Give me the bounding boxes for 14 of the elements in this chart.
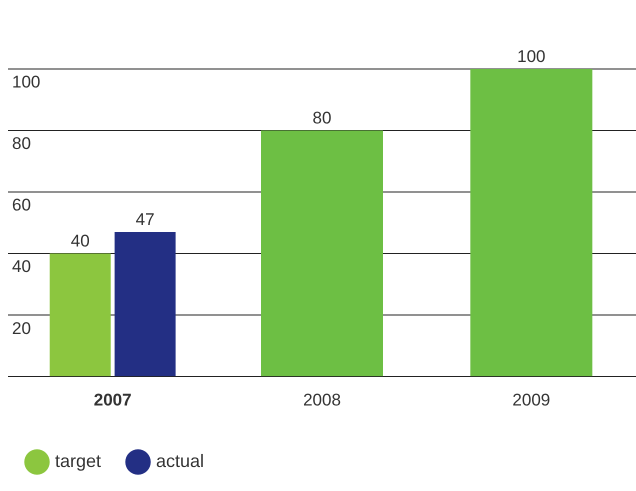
data-label: 40 bbox=[70, 232, 90, 251]
legend-label: actual bbox=[156, 450, 204, 471]
x-tick-label: 2009 bbox=[512, 390, 550, 410]
y-tick-label: 100 bbox=[12, 72, 40, 92]
y-tick-label: 40 bbox=[12, 257, 31, 276]
x-tick-label: 2007 bbox=[94, 390, 132, 410]
y-tick-label: 20 bbox=[12, 318, 31, 338]
legend-label: target bbox=[55, 450, 102, 471]
data-label: 100 bbox=[517, 47, 546, 66]
data-label: 47 bbox=[136, 210, 155, 230]
y-tick-label: 60 bbox=[12, 196, 31, 215]
x-tick-label: 2008 bbox=[303, 390, 341, 410]
y-tick-label: 80 bbox=[12, 134, 31, 154]
data-label: 80 bbox=[312, 108, 332, 128]
